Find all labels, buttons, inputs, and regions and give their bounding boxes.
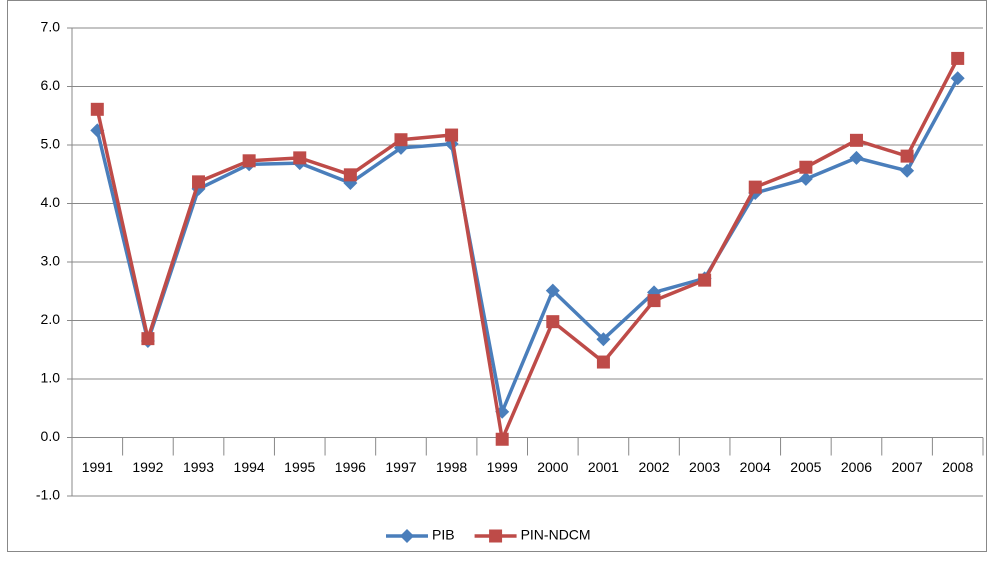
x-tick-label: 1998 (436, 459, 467, 475)
marker (950, 71, 965, 86)
y-tick-label: 3.0 (41, 253, 61, 269)
y-tick-label: 2.0 (41, 311, 61, 327)
legend-label: PIN-NDCM (521, 527, 591, 543)
marker (951, 51, 965, 65)
x-tick-label: 2003 (689, 459, 720, 475)
series-line (95, 57, 960, 446)
x-tick-label: 1999 (487, 459, 518, 475)
x-tick-label: 2006 (841, 459, 872, 475)
marker (849, 150, 864, 165)
legend-marker (400, 529, 414, 543)
x-tick-label: 2004 (740, 459, 771, 475)
x-tick-label: 2002 (638, 459, 669, 475)
marker (242, 154, 256, 168)
x-tick-label: 1993 (183, 459, 214, 475)
series-line (95, 77, 960, 418)
y-tick-label: 5.0 (41, 136, 61, 152)
x-tick-label: 2001 (588, 459, 619, 475)
y-tick-label: 4.0 (41, 194, 61, 210)
x-tick-label: 1991 (82, 459, 113, 475)
chart-frame (7, 0, 987, 552)
marker (546, 315, 560, 329)
x-tick-label: 1995 (284, 459, 315, 475)
marker (698, 273, 712, 287)
marker (596, 355, 610, 369)
x-tick-label: 1992 (132, 459, 163, 475)
marker (849, 133, 863, 147)
y-tick-label: 6.0 (41, 77, 61, 93)
marker (141, 332, 155, 346)
x-tick-label: 2005 (790, 459, 821, 475)
x-tick-label: 2008 (942, 459, 973, 475)
x-tick-label: 1994 (234, 459, 265, 475)
marker (545, 283, 560, 298)
legend-marker (489, 529, 503, 543)
marker (293, 151, 307, 165)
marker (90, 102, 104, 116)
marker (445, 128, 459, 142)
marker (799, 160, 813, 174)
marker (596, 332, 611, 347)
y-tick-label: 0.0 (41, 428, 61, 444)
x-tick-label: 1996 (335, 459, 366, 475)
y-tick-label: 1.0 (41, 370, 61, 386)
marker (748, 180, 762, 194)
x-tick-label: 1997 (385, 459, 416, 475)
marker (495, 432, 509, 446)
x-tick-label: 2000 (537, 459, 568, 475)
x-tick-label: 2007 (892, 459, 923, 475)
marker (394, 133, 408, 147)
marker (192, 175, 206, 189)
marker (647, 294, 661, 308)
legend-label: PIB (432, 527, 455, 543)
marker (798, 171, 813, 186)
y-tick-label: -1.0 (36, 487, 60, 503)
y-tick-label: 7.0 (41, 19, 61, 35)
marker (900, 149, 914, 163)
marker (343, 168, 357, 182)
marker (900, 163, 915, 178)
